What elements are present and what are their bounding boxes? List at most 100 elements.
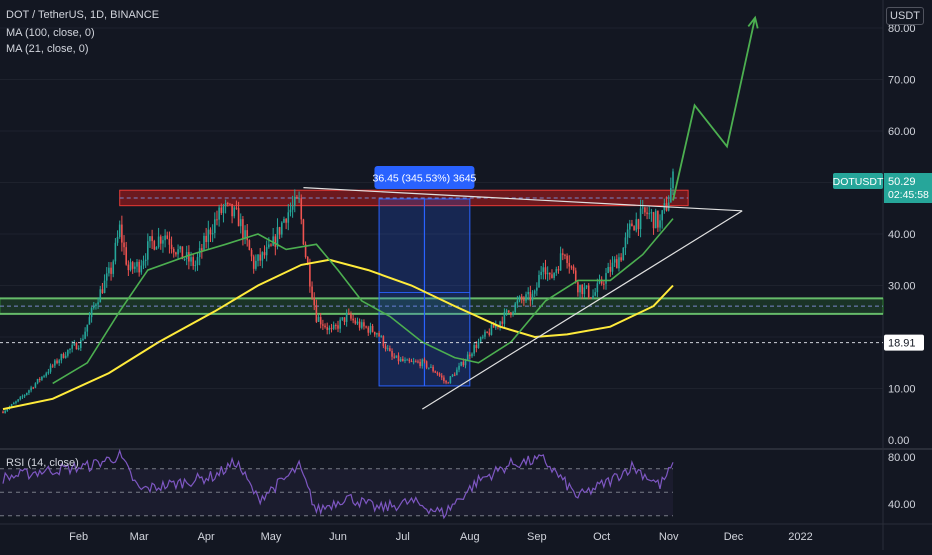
rsi-layer bbox=[0, 448, 674, 520]
candle-body bbox=[268, 244, 270, 248]
candle-body bbox=[549, 272, 551, 275]
candle-body bbox=[520, 296, 523, 300]
candle-body bbox=[598, 279, 601, 284]
candle-body bbox=[257, 254, 259, 261]
candle-body bbox=[95, 304, 97, 307]
candle-body bbox=[605, 273, 607, 284]
candle-body bbox=[108, 267, 110, 274]
candle-body bbox=[425, 361, 428, 368]
candle-body bbox=[438, 373, 441, 376]
candle-body bbox=[544, 267, 547, 275]
candle-body bbox=[527, 291, 529, 295]
candle-body bbox=[440, 375, 443, 378]
candle-body bbox=[356, 321, 359, 324]
candle-body bbox=[628, 223, 631, 230]
candle-body bbox=[566, 255, 568, 264]
candle-body bbox=[30, 387, 32, 391]
candle-body bbox=[378, 333, 380, 337]
candle-body bbox=[291, 205, 294, 210]
time-tick: Jun bbox=[329, 531, 347, 543]
time-tick: Jul bbox=[396, 531, 410, 543]
candle-body bbox=[82, 338, 84, 341]
candle-body bbox=[17, 399, 19, 402]
currency-button[interactable]: USDT bbox=[886, 7, 924, 25]
candle-body bbox=[80, 340, 82, 348]
candle-body bbox=[56, 360, 58, 364]
last-price-tag bbox=[884, 173, 932, 204]
projection-arrowhead bbox=[747, 15, 759, 29]
candle-body bbox=[512, 312, 514, 315]
candle-body bbox=[354, 320, 357, 324]
candle-body bbox=[363, 322, 365, 327]
candle-body bbox=[482, 336, 484, 338]
candle-body bbox=[201, 248, 203, 251]
candle-body bbox=[276, 227, 279, 247]
candle-body bbox=[551, 274, 553, 278]
candle-body bbox=[287, 212, 290, 223]
rsi-legend[interactable]: RSI (14, close) bbox=[6, 457, 79, 469]
candle-body bbox=[360, 322, 363, 328]
candle-body bbox=[644, 207, 646, 213]
candle-body bbox=[641, 207, 644, 209]
candle-body bbox=[391, 351, 393, 357]
rsi-tick: 40.00 bbox=[888, 499, 916, 511]
price-tick: 70.00 bbox=[888, 75, 916, 87]
candle-body bbox=[265, 247, 268, 256]
price-tick: 10.00 bbox=[888, 384, 916, 396]
candle-body bbox=[652, 212, 655, 229]
candle-body bbox=[138, 261, 140, 273]
trendlines-layer bbox=[0, 15, 883, 410]
candle-body bbox=[494, 324, 497, 328]
candle-body bbox=[181, 246, 184, 260]
candle-body bbox=[220, 207, 223, 214]
candle-body bbox=[244, 230, 246, 239]
candle-body bbox=[475, 345, 478, 349]
symbol-title[interactable]: DOT / TetherUS, 1D, BINANCE bbox=[6, 9, 160, 21]
candle-body bbox=[313, 297, 316, 306]
candle-body bbox=[611, 262, 614, 272]
candle-body bbox=[339, 319, 341, 329]
support-trendline bbox=[421, 210, 743, 410]
candle-body bbox=[672, 171, 674, 189]
candle-body bbox=[447, 382, 450, 384]
measure-tool[interactable]: 36.45 (345.53%) 3645 bbox=[372, 165, 477, 387]
candle-body bbox=[574, 270, 577, 283]
candle-body bbox=[389, 348, 391, 352]
rsi-line bbox=[2, 448, 674, 520]
candle-body bbox=[607, 266, 609, 274]
candle-body bbox=[490, 324, 493, 335]
candle-body bbox=[235, 207, 238, 209]
candle-body bbox=[142, 261, 145, 266]
candle-body bbox=[488, 332, 491, 335]
candle-body bbox=[386, 348, 389, 350]
candle-body bbox=[166, 235, 169, 239]
candle-body bbox=[471, 353, 473, 357]
candle-body bbox=[555, 269, 558, 273]
candle-body bbox=[136, 261, 138, 267]
candle-body bbox=[460, 361, 462, 366]
candle-body bbox=[348, 312, 350, 314]
candle-body bbox=[196, 257, 199, 265]
candle-body bbox=[32, 387, 35, 389]
candle-body bbox=[616, 259, 618, 269]
candle-body bbox=[570, 266, 573, 268]
candle-body bbox=[423, 359, 426, 362]
ma100-legend[interactable]: MA (100, close, 0) bbox=[6, 27, 95, 39]
candle-body bbox=[304, 244, 307, 258]
candle-body bbox=[242, 219, 244, 239]
candle-body bbox=[218, 207, 220, 220]
candle-body bbox=[553, 272, 555, 278]
candle-body bbox=[564, 254, 566, 256]
candle-body bbox=[263, 252, 266, 256]
zones-layer bbox=[0, 189, 884, 315]
resistance-trendline bbox=[303, 187, 743, 212]
candle-body bbox=[609, 266, 612, 272]
ma21-legend[interactable]: MA (21, close, 0) bbox=[6, 43, 89, 55]
candle-body bbox=[501, 321, 504, 324]
candle-body bbox=[97, 302, 99, 305]
candle-body bbox=[222, 206, 225, 214]
candle-body bbox=[350, 313, 352, 319]
candle-body bbox=[151, 236, 153, 242]
